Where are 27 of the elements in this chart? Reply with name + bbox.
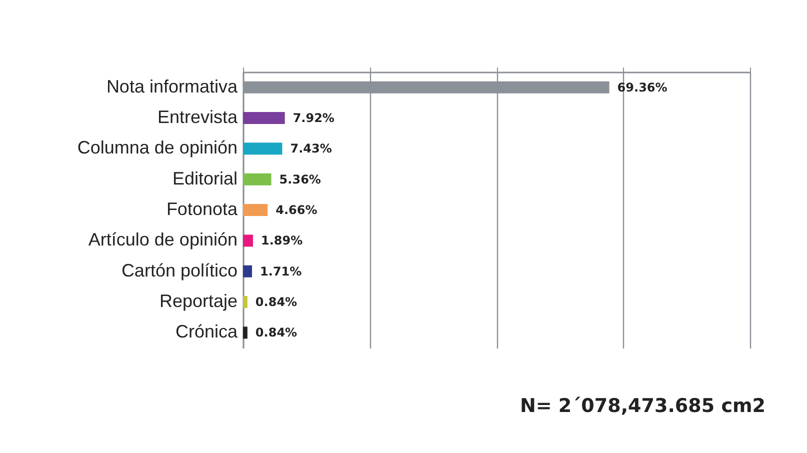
data-label: 5.36% xyxy=(279,172,321,186)
data-label: 0.84% xyxy=(255,295,298,309)
y-tick-label: Columna de opinión xyxy=(77,138,238,158)
data-label: 0.84% xyxy=(255,326,298,340)
bar xyxy=(243,326,248,339)
y-tick-label: Entrevista xyxy=(157,107,238,127)
data-label: 1.89% xyxy=(260,234,303,248)
data-label: 7.43% xyxy=(290,142,332,156)
y-tick-label: Artículo de opinión xyxy=(88,230,238,250)
bar xyxy=(243,112,285,124)
data-label: 4.66% xyxy=(276,203,318,217)
bar xyxy=(243,234,253,247)
bar xyxy=(243,204,268,216)
bar xyxy=(243,173,272,186)
bar xyxy=(243,296,248,308)
data-label: 1.71% xyxy=(260,264,302,278)
y-tick-label: Nota informativa xyxy=(106,76,238,96)
bar xyxy=(243,265,252,278)
data-label: 69.36% xyxy=(617,80,668,94)
data-label: 7.92% xyxy=(292,111,334,125)
y-tick-label: Crónica xyxy=(175,322,238,342)
text: N= 2´078,473.685 cm2 xyxy=(520,395,766,417)
y-tick-label: Editorial xyxy=(172,168,238,188)
bar xyxy=(243,142,282,155)
y-tick-label: Cartón político xyxy=(121,260,238,280)
y-tick-label: Reportaje xyxy=(159,291,238,311)
y-tick-label: Fotonota xyxy=(166,199,238,219)
